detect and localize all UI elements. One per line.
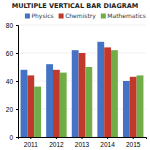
x-tick-label: 2012 <box>49 141 64 148</box>
legend-swatch <box>59 14 64 19</box>
bar <box>53 70 60 137</box>
y-tick-label: 80 <box>6 22 14 29</box>
legend-swatch <box>101 14 106 19</box>
y-tick-mark <box>16 137 18 138</box>
bars <box>21 42 144 137</box>
bar <box>137 75 144 137</box>
legend-label: Mathematics <box>107 12 146 19</box>
y-tick-label: 0 <box>9 134 13 141</box>
bar <box>60 73 67 137</box>
x-tick-mark <box>30 137 31 139</box>
x-axis-line <box>19 138 147 140</box>
x-tick: 2014 <box>100 137 115 148</box>
bar <box>97 42 104 137</box>
bar-series <box>21 42 130 137</box>
bar <box>79 53 86 137</box>
y-tick-label: 20 <box>6 106 14 113</box>
y-tick-mark <box>16 81 18 82</box>
x-tick-label: 2015 <box>126 141 141 148</box>
grid <box>18 25 146 137</box>
y-axis-line <box>16 26 19 138</box>
x-tick: 2011 <box>24 137 38 148</box>
y-tick: 80 <box>6 22 18 29</box>
bar <box>123 81 130 137</box>
x-tick-label: 2014 <box>100 141 115 148</box>
x-tick-mark <box>82 137 83 139</box>
x-tick: 2013 <box>75 137 90 148</box>
title: MULTIPLE VERTICAL BAR DIAGRAM <box>12 2 138 10</box>
y-tick: 0 <box>9 134 18 141</box>
legend-item: Physics <box>25 12 54 20</box>
bar <box>46 64 53 137</box>
x-tick-mark <box>133 137 134 139</box>
x-tick-mark <box>107 137 108 139</box>
legend-label: Chemistry <box>65 12 96 20</box>
y-axis: 0 20 40 60 80 <box>6 22 19 141</box>
bar <box>130 77 137 137</box>
bar <box>104 47 111 137</box>
x-tick-label: 2011 <box>24 141 38 148</box>
legend-swatch <box>25 14 30 19</box>
y-tick-label: 40 <box>6 78 14 85</box>
bar <box>72 50 79 137</box>
bar <box>85 67 92 137</box>
grid-line <box>18 25 146 26</box>
x-axis: 2011 2012 2013 2014 2015 <box>19 137 147 148</box>
y-tick-mark <box>16 53 18 54</box>
legend-label: Physics <box>31 12 53 20</box>
y-tick: 60 <box>6 50 18 57</box>
bar <box>21 70 28 137</box>
y-tick-label: 60 <box>6 50 14 57</box>
legend-item: Chemistry <box>59 12 97 20</box>
bar <box>34 87 41 137</box>
bar-series <box>34 50 143 137</box>
x-tick: 2012 <box>49 137 64 148</box>
x-tick-label: 2013 <box>75 141 90 148</box>
y-tick-mark <box>16 109 18 110</box>
y-tick-mark <box>16 25 18 26</box>
y-tick: 40 <box>6 78 18 85</box>
bar <box>27 75 34 137</box>
plot: 2011 2012 2013 2014 2015 0 20 40 60 80 <box>6 22 147 148</box>
legend-item: Mathematics <box>101 12 146 19</box>
x-tick-mark <box>56 137 57 139</box>
bar-series <box>27 47 136 137</box>
y-tick: 20 <box>6 106 18 113</box>
bar <box>111 50 118 137</box>
legend: Physics Chemistry Mathematics <box>25 12 146 20</box>
chart: MULTIPLE VERTICAL BAR DIAGRAM20112012201… <box>0 0 150 150</box>
x-tick: 2015 <box>126 137 141 148</box>
